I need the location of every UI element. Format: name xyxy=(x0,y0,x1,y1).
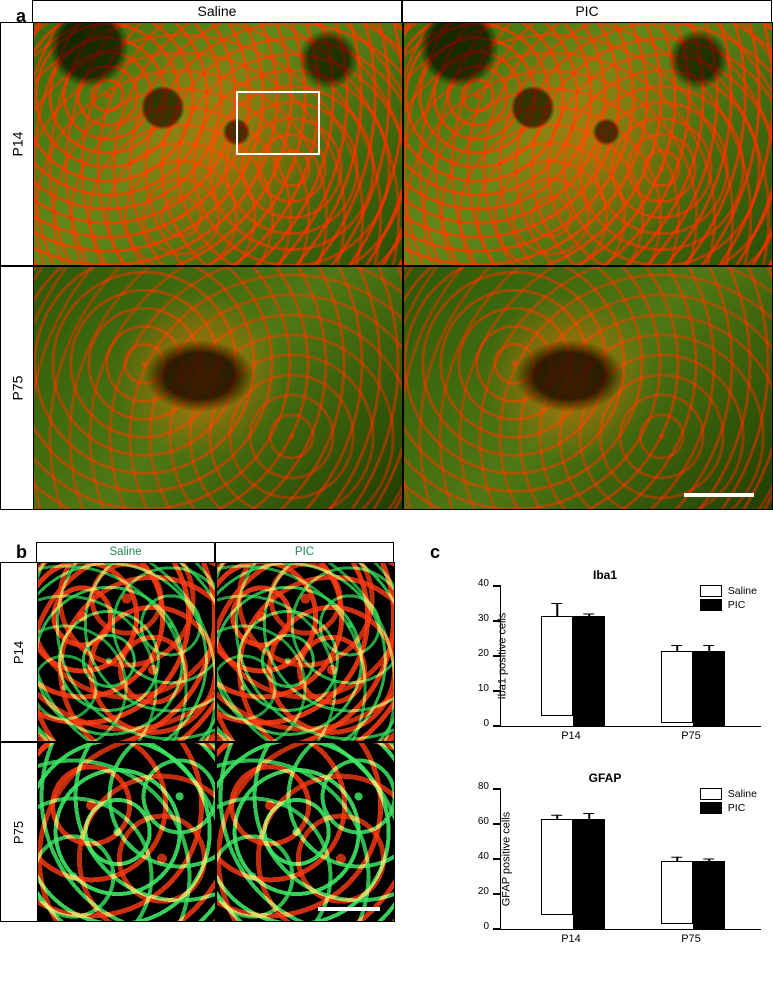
chart-iba1: Iba1 SalinePICIba1 positive cells01020304… xyxy=(450,568,760,727)
bar-saline-p14 xyxy=(541,616,573,716)
bar-pic-p14 xyxy=(573,819,605,930)
panel-a-row-p75-label-box: P75 xyxy=(0,266,33,510)
bar-saline-p14 xyxy=(541,819,573,916)
panel-b-row-p75: P75 xyxy=(0,742,395,922)
bar-pic-p75 xyxy=(693,861,725,930)
bar-pic-p75 xyxy=(693,651,725,727)
bar-saline-p75 xyxy=(661,861,693,924)
panel-a-row-p14: P14 xyxy=(0,22,773,266)
micrograph-p75-pic xyxy=(403,266,773,510)
panel-b-row-p14-label-box: P14 xyxy=(0,562,37,742)
xlabel-p75: P75 xyxy=(681,730,701,742)
ytick-label: 20 xyxy=(478,648,489,659)
panel-a-row-p14-label: P14 xyxy=(9,132,25,157)
panel-b-letter: b xyxy=(16,542,27,563)
ytick-label: 40 xyxy=(478,851,489,862)
ytick-label: 30 xyxy=(478,613,489,624)
panel-b-row-p14-label: P14 xyxy=(11,640,26,663)
scalebar-a xyxy=(684,493,754,497)
chart-plot: SalinePICIba1 positive cells010203040P14… xyxy=(500,586,761,727)
panel-a-col-saline: Saline xyxy=(32,0,402,22)
roi-box xyxy=(236,91,320,155)
micrograph-b-p75-saline xyxy=(37,742,216,922)
micrograph-b-p75-pic xyxy=(216,742,395,922)
panel-b-column-headers: Saline PIC xyxy=(36,542,394,562)
micrograph-p75-saline xyxy=(33,266,403,510)
ytick-label: 20 xyxy=(478,886,489,897)
micrograph-p14-pic xyxy=(403,22,773,266)
ytick-label: 40 xyxy=(478,578,489,589)
panel-a-col-pic: PIC xyxy=(402,0,772,22)
micrograph-b-p14-saline xyxy=(37,562,216,742)
panel-a-row-p75: P75 xyxy=(0,266,773,510)
panel-b-row-p75-label: P75 xyxy=(11,820,26,843)
bar-group-p75 xyxy=(661,861,731,930)
panel-b-row-p14: P14 xyxy=(0,562,395,742)
panel-c: c Iba1 SalinePICIba1 positive cells010203… xyxy=(430,542,760,930)
bar-saline-p75 xyxy=(661,651,693,723)
xlabel-p75: P75 xyxy=(681,933,701,945)
chart-title: Iba1 xyxy=(450,568,760,582)
panel-a-row-p75-label: P75 xyxy=(9,376,25,401)
xlabel-p14: P14 xyxy=(561,730,581,742)
ytick-label: 10 xyxy=(478,683,489,694)
charts-host: Iba1 SalinePICIba1 positive cells01020304… xyxy=(430,568,760,930)
ytick-label: 0 xyxy=(483,921,489,932)
ytick-label: 0 xyxy=(483,718,489,729)
ytick-label: 60 xyxy=(478,816,489,827)
chart-plot: SalinePICGFAP positive cells020406080P14… xyxy=(500,789,761,930)
bar-group-p14 xyxy=(541,616,611,727)
panel-c-letter: c xyxy=(430,542,440,563)
ytick-label: 80 xyxy=(478,781,489,792)
bar-group-p75 xyxy=(661,651,731,727)
bar-pic-p14 xyxy=(573,616,605,727)
chart-title: GFAP xyxy=(450,771,760,785)
panel-a-row-p14-label-box: P14 xyxy=(0,22,33,266)
bar-group-p14 xyxy=(541,819,611,930)
scalebar-b xyxy=(318,907,380,911)
panel-a-column-headers: Saline PIC xyxy=(32,0,772,22)
chart-gfap: GFAP SalinePICGFAP positive cells02040608… xyxy=(450,771,760,930)
micrograph-b-p14-pic xyxy=(216,562,395,742)
panel-b-col-saline: Saline xyxy=(36,542,215,562)
micrograph-p14-saline xyxy=(33,22,403,266)
panel-b-row-p75-label-box: P75 xyxy=(0,742,37,922)
panel-b-col-pic: PIC xyxy=(215,542,394,562)
xlabel-p14: P14 xyxy=(561,933,581,945)
